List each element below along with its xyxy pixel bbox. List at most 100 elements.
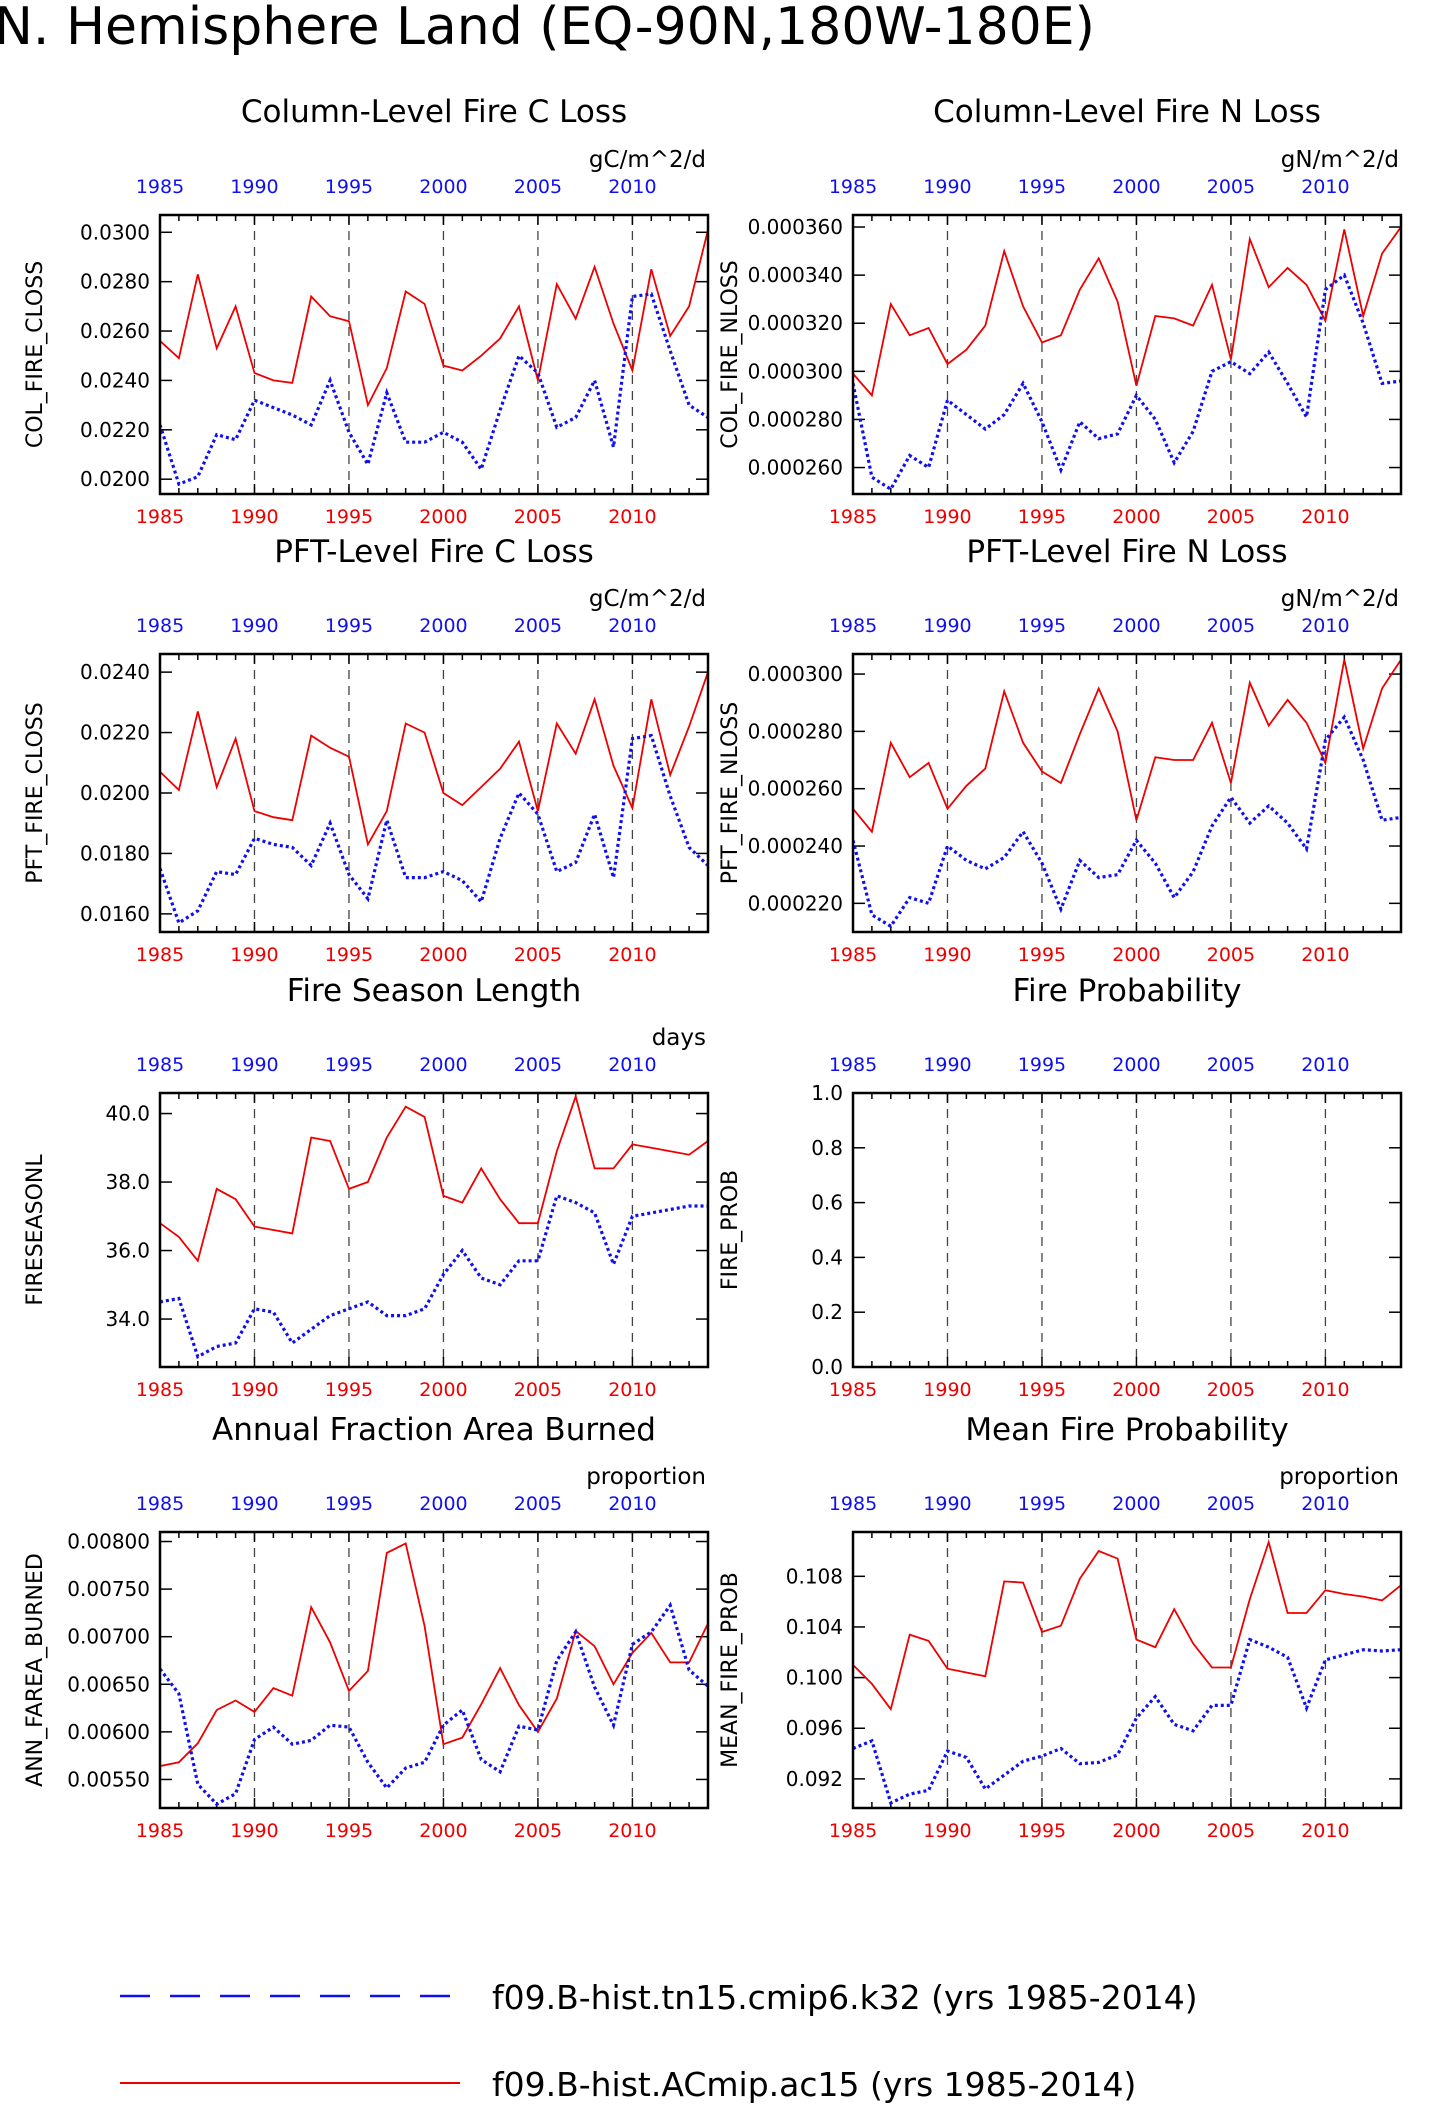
y-tick-label: 40.0 bbox=[105, 1102, 150, 1126]
top-year-tick-label: 2005 bbox=[1207, 176, 1255, 198]
chart-title: Column-Level Fire N Loss bbox=[933, 94, 1321, 130]
legend-label-red: f09.B-hist.ACmip.ac15 (yrs 1985-2014) bbox=[492, 2065, 1136, 2104]
bottom-year-tick-label: 1995 bbox=[325, 1820, 373, 1842]
top-year-tick-label: 2000 bbox=[1112, 1493, 1160, 1515]
series-line-tn15 bbox=[853, 272, 1401, 492]
y-tick-label: 0.2 bbox=[811, 1300, 843, 1324]
bottom-year-tick-label: 1990 bbox=[230, 944, 278, 966]
y-axis-label: FIRE_PROB bbox=[718, 1170, 743, 1290]
series-line-acmip bbox=[160, 229, 708, 408]
bottom-year-tick-label: 1995 bbox=[1018, 1379, 1066, 1401]
top-year-tick-label: 2000 bbox=[1112, 1054, 1160, 1076]
top-year-tick-label: 1985 bbox=[136, 176, 184, 198]
top-year-tick-label: 2000 bbox=[1112, 176, 1160, 198]
top-year-tick-label: 2010 bbox=[608, 1054, 656, 1076]
top-year-tick-label: 2010 bbox=[1301, 615, 1349, 637]
bottom-year-tick-label: 1990 bbox=[230, 506, 278, 528]
series-line-tn15 bbox=[853, 714, 1401, 929]
y-tick-label: 0.0240 bbox=[80, 368, 150, 392]
series-line-acmip bbox=[160, 1093, 708, 1263]
top-year-tick-label: 1985 bbox=[136, 615, 184, 637]
plot-frame bbox=[851, 652, 1403, 934]
y-axis-label: COL_FIRE_CLOSS bbox=[23, 261, 48, 448]
series-line-tn15 bbox=[160, 1601, 708, 1807]
bottom-year-tick-label: 2010 bbox=[608, 1820, 656, 1842]
chart-title: PFT-Level Fire N Loss bbox=[966, 534, 1287, 570]
units-label: gN/m^2/d bbox=[1281, 586, 1399, 612]
bottom-year-tick-label: 2005 bbox=[514, 944, 562, 966]
bottom-year-tick-label: 2005 bbox=[514, 1820, 562, 1842]
y-axis-label: PFT_FIRE_CLOSS bbox=[23, 702, 48, 883]
series-line-tn15 bbox=[160, 733, 708, 926]
bottom-year-tick-label: 2010 bbox=[1301, 944, 1349, 966]
bottom-year-tick-label: 1985 bbox=[136, 1379, 184, 1401]
bottom-year-tick-label: 2005 bbox=[1207, 1820, 1255, 1842]
y-tick-label: 0.00700 bbox=[67, 1625, 150, 1649]
y-tick-label: 0.8 bbox=[811, 1136, 843, 1160]
series-line-tn15 bbox=[160, 292, 708, 487]
plot-frame bbox=[851, 213, 1403, 496]
bottom-year-tick-label: 2005 bbox=[1207, 506, 1255, 528]
bottom-year-tick-label: 1990 bbox=[230, 1379, 278, 1401]
bottom-year-tick-label: 1990 bbox=[923, 506, 971, 528]
bottom-year-tick-label: 2010 bbox=[1301, 1379, 1349, 1401]
y-tick-label: 38.0 bbox=[105, 1170, 150, 1194]
page-title: N. Hemisphere Land (EQ-90N,180W-180E) bbox=[0, 0, 1095, 57]
bottom-year-tick-label: 2005 bbox=[1207, 1379, 1255, 1401]
y-tick-label: 0.00550 bbox=[67, 1767, 150, 1791]
top-year-tick-label: 2010 bbox=[1301, 1054, 1349, 1076]
y-tick-label: 0.00800 bbox=[67, 1530, 150, 1554]
top-year-tick-label: 2005 bbox=[514, 615, 562, 637]
series-line-tn15 bbox=[160, 1193, 708, 1360]
top-year-tick-label: 2000 bbox=[419, 1054, 467, 1076]
y-tick-label: 0.000260 bbox=[748, 456, 843, 480]
y-tick-label: 0.0300 bbox=[80, 220, 150, 244]
top-year-tick-label: 1985 bbox=[136, 1054, 184, 1076]
units-label: gC/m^2/d bbox=[589, 586, 706, 612]
plot-frame bbox=[851, 1530, 1403, 1810]
series-line-acmip bbox=[853, 659, 1401, 834]
top-year-tick-label: 2000 bbox=[419, 176, 467, 198]
y-tick-label: 0.096 bbox=[786, 1716, 843, 1740]
top-year-tick-label: 1990 bbox=[923, 176, 971, 198]
legend: f09.B-hist.tn15.cmip6.k32 (yrs 1985-2014… bbox=[120, 1978, 1198, 2104]
chart-title: Annual Fraction Area Burned bbox=[212, 1412, 656, 1448]
top-year-tick-label: 2005 bbox=[514, 1493, 562, 1515]
bottom-year-tick-label: 1990 bbox=[230, 1820, 278, 1842]
top-year-tick-label: 1995 bbox=[1018, 1054, 1066, 1076]
plot-frame bbox=[158, 213, 710, 496]
chart-panel-6: Annual Fraction Area Burned proportion 198… bbox=[23, 1412, 710, 1842]
bottom-year-tick-label: 1995 bbox=[325, 506, 373, 528]
bottom-year-tick-label: 1995 bbox=[325, 1379, 373, 1401]
bottom-year-tick-label: 2010 bbox=[608, 506, 656, 528]
series-line-acmip bbox=[160, 671, 708, 847]
y-tick-label: 0.00750 bbox=[67, 1577, 150, 1601]
bottom-year-tick-label: 1985 bbox=[136, 944, 184, 966]
top-year-tick-label: 1985 bbox=[829, 615, 877, 637]
top-year-tick-label: 2010 bbox=[608, 615, 656, 637]
y-tick-label: 0.0200 bbox=[80, 781, 150, 805]
y-tick-label: 0.6 bbox=[811, 1191, 843, 1215]
top-year-tick-label: 2005 bbox=[514, 176, 562, 198]
y-tick-label: 0.000280 bbox=[748, 719, 843, 743]
top-year-tick-label: 2010 bbox=[1301, 176, 1349, 198]
y-tick-label: 0.0260 bbox=[80, 319, 150, 343]
top-year-tick-label: 1990 bbox=[923, 1054, 971, 1076]
bottom-year-tick-label: 1990 bbox=[923, 1379, 971, 1401]
units-label: gN/m^2/d bbox=[1281, 147, 1399, 173]
bottom-year-tick-label: 2010 bbox=[608, 1379, 656, 1401]
top-year-tick-label: 1990 bbox=[230, 176, 278, 198]
bottom-year-tick-label: 2000 bbox=[1112, 1820, 1160, 1842]
bottom-year-tick-label: 2000 bbox=[1112, 506, 1160, 528]
plot-frame bbox=[158, 1530, 710, 1810]
units-label: days bbox=[652, 1025, 706, 1051]
chart-panel-1: Column-Level Fire N Loss gN/m^2/d 1985 1985… bbox=[718, 94, 1403, 528]
top-year-tick-label: 1990 bbox=[230, 615, 278, 637]
y-tick-label: 0.4 bbox=[811, 1245, 843, 1269]
top-year-tick-label: 2010 bbox=[1301, 1493, 1349, 1515]
y-tick-label: 0.000360 bbox=[748, 215, 843, 239]
bottom-year-tick-label: 2000 bbox=[419, 1820, 467, 1842]
units-label: proportion bbox=[586, 1464, 706, 1490]
plot-frame bbox=[851, 1091, 1403, 1369]
y-tick-label: 0.000240 bbox=[748, 834, 843, 858]
